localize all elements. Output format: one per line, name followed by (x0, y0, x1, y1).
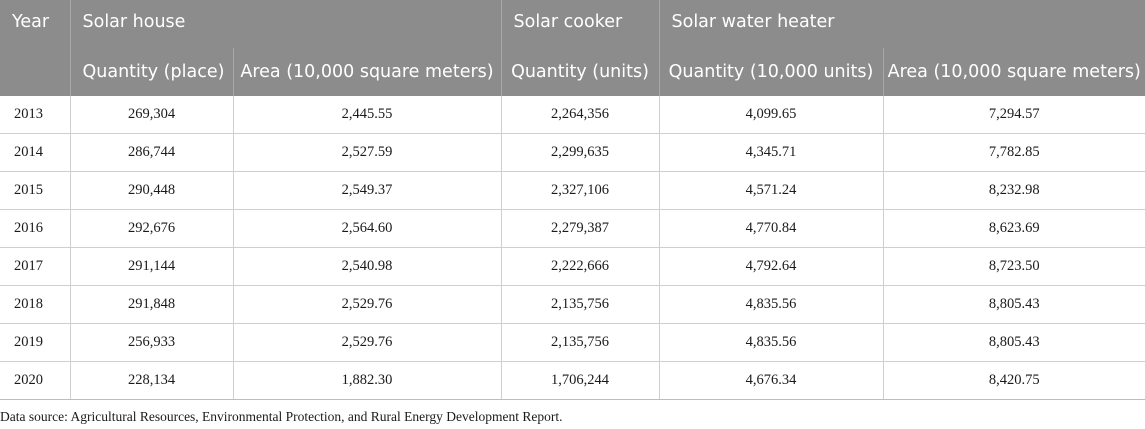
year-cell: 2013 (0, 96, 71, 134)
subheader-heater-area: Area (10,000 square meters) (883, 48, 1145, 96)
subheader-cooker-quantity: Quantity (units) (501, 48, 660, 96)
header-solar-house: Solar house (70, 0, 502, 48)
house-quantity-cell: 292,676 (70, 209, 234, 248)
year-cell: 2018 (0, 285, 71, 324)
heater-quantity-cell: 4,676.34 (659, 361, 884, 400)
table-body: 2013 269,304 2,445.55 2,264,356 4,099.65 7,29… (0, 96, 1145, 400)
cooker-quantity-cell: 2,264,356 (501, 96, 660, 134)
year-cell: 2020 (0, 361, 71, 400)
table-row: 2016 292,676 2,564.60 2,279,387 4,770.84 8,62… (0, 209, 1145, 248)
heater-quantity-cell: 4,345.71 (659, 133, 884, 172)
subheader-heater-quantity: Quantity (10,000 units) (659, 48, 884, 96)
cooker-quantity-cell: 2,135,756 (501, 323, 660, 362)
cooker-quantity-cell: 2,135,756 (501, 285, 660, 324)
cooker-quantity-cell: 2,222,666 (501, 247, 660, 286)
table-header: Year Solar house Solar cooker Solar wate… (0, 0, 1145, 96)
cooker-quantity-cell: 2,279,387 (501, 209, 660, 248)
year-cell: 2015 (0, 171, 71, 210)
heater-area-cell: 8,805.43 (883, 323, 1145, 362)
heater-area-cell: 8,420.75 (883, 361, 1145, 400)
header-solar-water-heater: Solar water heater (659, 0, 1145, 48)
house-area-cell: 2,564.60 (233, 209, 502, 248)
heater-area-cell: 8,805.43 (883, 285, 1145, 324)
house-quantity-cell: 228,134 (70, 361, 234, 400)
header-solar-cooker: Solar cooker (501, 0, 660, 48)
house-quantity-cell: 256,933 (70, 323, 234, 362)
year-cell: 2017 (0, 247, 71, 286)
subheader-house-quantity: Quantity (place) (70, 48, 234, 96)
house-quantity-cell: 290,448 (70, 171, 234, 210)
house-area-cell: 2,529.76 (233, 285, 502, 324)
table-row: 2018 291,848 2,529.76 2,135,756 4,835.56 8,80… (0, 285, 1145, 324)
house-area-cell: 2,540.98 (233, 247, 502, 286)
heater-quantity-cell: 4,792.64 (659, 247, 884, 286)
house-area-cell: 2,445.55 (233, 96, 502, 134)
table-row: 2014 286,744 2,527.59 2,299,635 4,345.71 7,78… (0, 133, 1145, 172)
heater-quantity-cell: 4,835.56 (659, 323, 884, 362)
heater-quantity-cell: 4,099.65 (659, 96, 884, 134)
heater-quantity-cell: 4,835.56 (659, 285, 884, 324)
heater-area-cell: 7,294.57 (883, 96, 1145, 134)
cooker-quantity-cell: 1,706,244 (501, 361, 660, 400)
house-quantity-cell: 286,744 (70, 133, 234, 172)
year-cell: 2019 (0, 323, 71, 362)
table-row: 2013 269,304 2,445.55 2,264,356 4,099.65 7,29… (0, 96, 1145, 134)
year-cell: 2014 (0, 133, 71, 172)
cooker-quantity-cell: 2,299,635 (501, 133, 660, 172)
table-row: 2015 290,448 2,549.37 2,327,106 4,571.24 8,23… (0, 171, 1145, 210)
heater-area-cell: 7,782.85 (883, 133, 1145, 172)
table-row: 2017 291,144 2,540.98 2,222,666 4,792.64 8,72… (0, 247, 1145, 286)
footnote: Data source: Agricultural Resources, Env… (0, 409, 563, 424)
cooker-quantity-cell: 2,327,106 (501, 171, 660, 210)
table-row: 2019 256,933 2,529.76 2,135,756 4,835.56 8,80… (0, 323, 1145, 362)
year-cell: 2016 (0, 209, 71, 248)
house-quantity-cell: 291,144 (70, 247, 234, 286)
heater-area-cell: 8,623.69 (883, 209, 1145, 248)
house-area-cell: 1,882.30 (233, 361, 502, 400)
house-quantity-cell: 269,304 (70, 96, 234, 134)
house-area-cell: 2,549.37 (233, 171, 502, 210)
heater-area-cell: 8,723.50 (883, 247, 1145, 286)
house-area-cell: 2,529.76 (233, 323, 502, 362)
subheader-house-area: Area (10,000 square meters) (233, 48, 502, 96)
table-row: 2020 228,134 1,882.30 1,706,244 4,676.34 8,42… (0, 361, 1145, 400)
header-year: Year (0, 0, 71, 96)
heater-area-cell: 8,232.98 (883, 171, 1145, 210)
solar-statistics-table: Year Solar house Solar cooker Solar wate… (0, 0, 1145, 400)
heater-quantity-cell: 4,770.84 (659, 209, 884, 248)
house-quantity-cell: 291,848 (70, 285, 234, 324)
heater-quantity-cell: 4,571.24 (659, 171, 884, 210)
house-area-cell: 2,527.59 (233, 133, 502, 172)
